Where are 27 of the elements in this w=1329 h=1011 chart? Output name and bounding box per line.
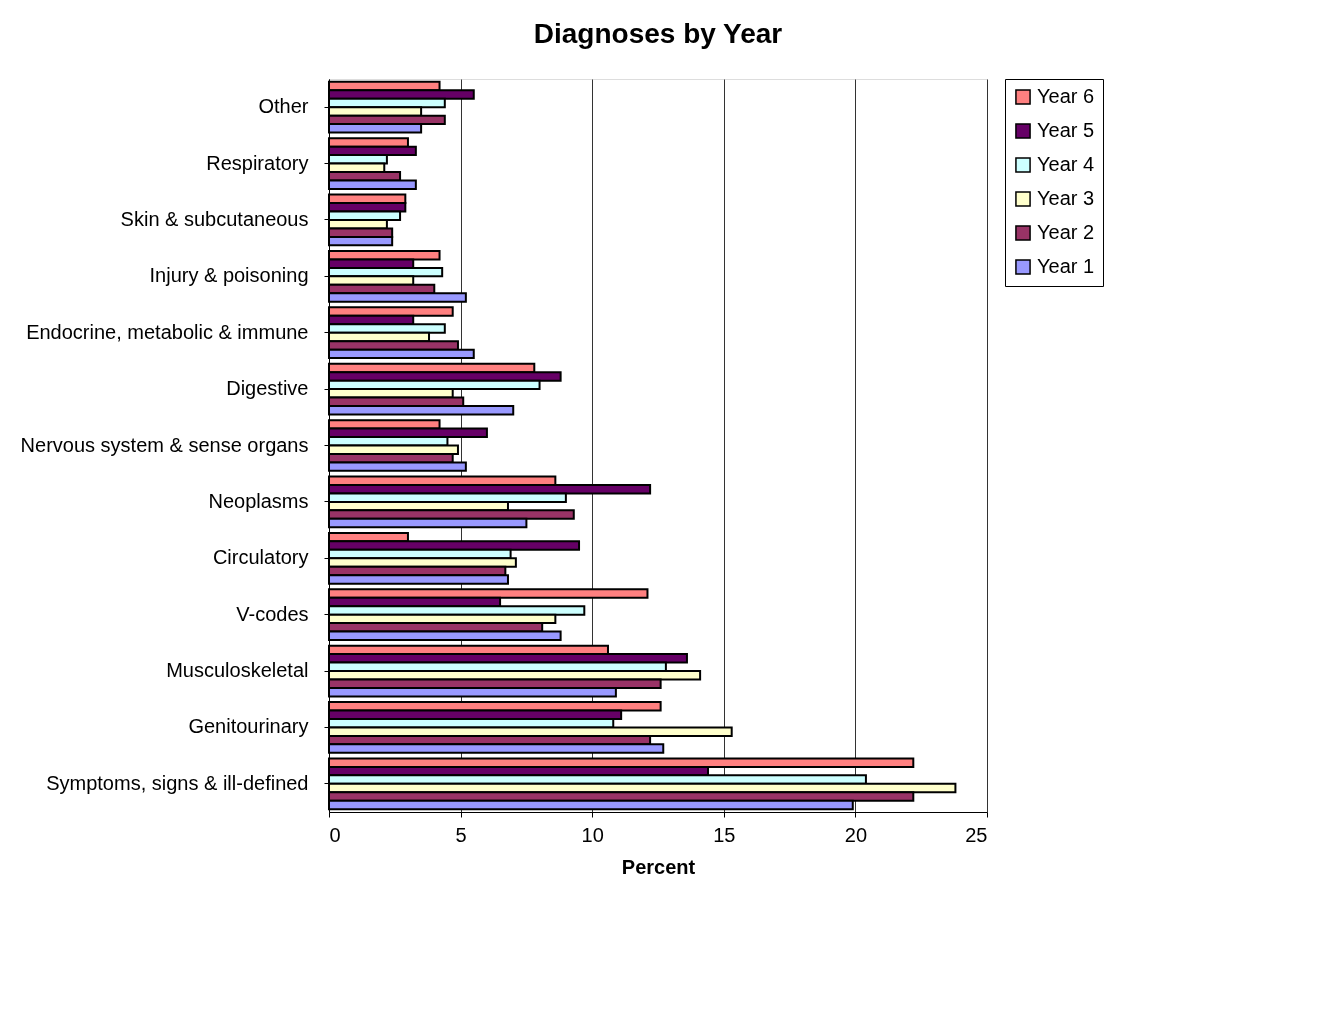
legend-label: Year 5 bbox=[1037, 119, 1095, 141]
y-tick-label: Symptoms, signs & ill-defined bbox=[46, 771, 309, 794]
legend-label: Year 6 bbox=[1037, 85, 1095, 107]
y-tick-label: Genitourinary bbox=[188, 715, 309, 738]
x-tick-label: 10 bbox=[581, 823, 604, 846]
x-tick-label: 0 bbox=[329, 823, 341, 846]
y-tick-label: Circulatory bbox=[212, 546, 309, 569]
y-tick-label: Endocrine, metabolic & immune bbox=[26, 320, 309, 343]
y-tick-label: Musculoskeletal bbox=[166, 659, 309, 682]
legend-label: Year 3 bbox=[1037, 187, 1095, 209]
legend-label: Year 1 bbox=[1037, 255, 1095, 277]
y-tick-label: Skin & subcutaneous bbox=[120, 207, 309, 230]
y-tick-label: Respiratory bbox=[206, 151, 309, 174]
x-tick-label: 15 bbox=[713, 823, 736, 846]
chart-title: Diagnoses by Year bbox=[533, 17, 783, 49]
y-tick-label: V-codes bbox=[236, 602, 309, 625]
y-tick-label: Nervous system & sense organs bbox=[20, 433, 309, 456]
y-tick-label: Neoplasms bbox=[208, 489, 309, 512]
legend-label: Year 2 bbox=[1037, 221, 1095, 243]
x-tick-label: 25 bbox=[965, 823, 988, 846]
y-tick-label: Injury & poisoning bbox=[149, 264, 309, 287]
x-axis-title: Percent bbox=[621, 855, 696, 878]
y-tick-label: Digestive bbox=[226, 377, 309, 400]
legend-label: Year 4 bbox=[1037, 153, 1095, 175]
y-tick-label: Other bbox=[258, 95, 309, 118]
x-tick-label: 5 bbox=[455, 823, 467, 846]
x-tick-label: 20 bbox=[844, 823, 868, 846]
